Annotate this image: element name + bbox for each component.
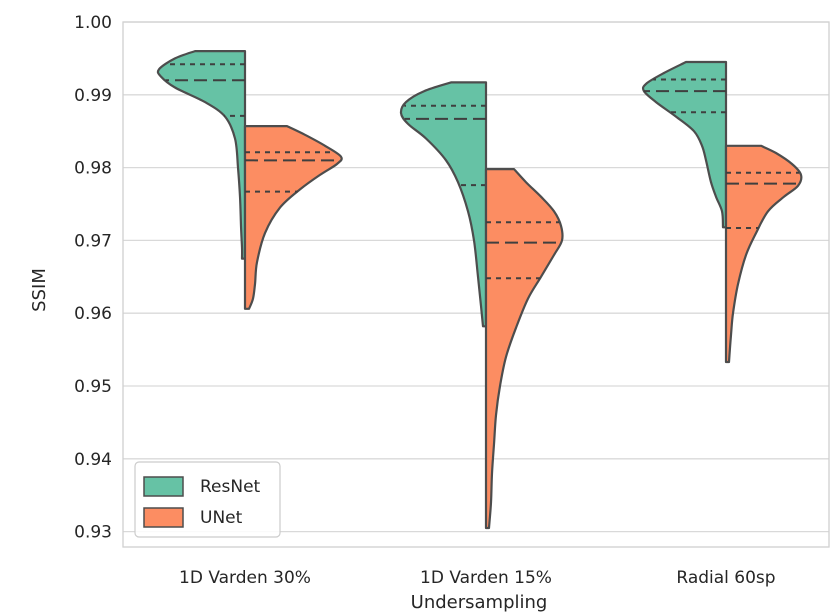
violin-resnet-2 — [399, 81, 488, 328]
y-tick-label: 0.98 — [74, 159, 112, 179]
y-tick-label: 0.95 — [74, 377, 112, 397]
legend-swatch-unet — [143, 507, 184, 528]
x-axis-title: Undersampling — [411, 592, 548, 613]
plot-frame — [122, 21, 830, 548]
y-tick-label: 0.94 — [74, 450, 112, 470]
violin-resnet-1 — [156, 50, 247, 260]
x-axis-ticks: 1D Varden 30% 1D Varden 15% Radial 60sp — [179, 568, 776, 588]
x-tick-label: 1D Varden 30% — [179, 568, 311, 588]
y-axis-title: SSIM — [29, 268, 50, 312]
legend-label-resnet: ResNet — [200, 477, 261, 497]
y-tick-label: 1.00 — [74, 13, 112, 33]
legend-label-unet: UNet — [200, 508, 243, 528]
y-tick-label: 0.99 — [74, 86, 112, 106]
violins — [156, 50, 803, 530]
violin-unet-2 — [484, 168, 564, 530]
legend: ResNet UNet — [134, 461, 281, 538]
violin-resnet-3 — [641, 60, 728, 229]
y-tick-label: 0.97 — [74, 231, 112, 251]
y-tick-label: 0.96 — [74, 304, 112, 324]
y-axis-ticks: 1.00 0.99 0.98 0.97 0.96 0.95 0.94 0.93 — [74, 13, 112, 543]
violin-unet-1 — [243, 125, 343, 310]
legend-swatch-resnet — [143, 476, 184, 497]
x-tick-label: Radial 60sp — [676, 568, 775, 588]
violin-unet-3 — [724, 144, 803, 364]
y-tick-label: 0.93 — [74, 523, 112, 543]
x-tick-label: 1D Varden 15% — [420, 568, 552, 588]
